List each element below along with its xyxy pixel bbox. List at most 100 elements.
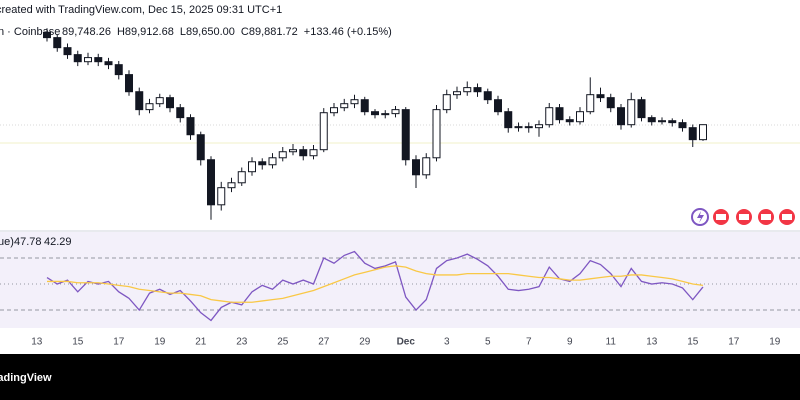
rsi-panel <box>0 232 800 328</box>
candle-body <box>545 107 554 126</box>
x-tick-label: 29 <box>359 337 371 348</box>
x-tick-label: 3 <box>444 337 450 348</box>
candle-body <box>289 149 297 153</box>
candle-body <box>504 111 513 129</box>
indicator-value: 47.78 <box>14 236 42 248</box>
candle-body <box>371 111 379 116</box>
candle-body <box>401 109 410 161</box>
candle-body <box>627 99 636 126</box>
candle-body <box>699 124 707 141</box>
candle-body <box>586 94 595 113</box>
x-tick-label: 13 <box>646 337 658 348</box>
candle-body <box>125 74 133 93</box>
logo: TradingView <box>0 372 52 384</box>
indicator-value: 42.29 <box>44 236 72 248</box>
candle-body <box>494 99 502 113</box>
x-tick-label: 7 <box>526 337 532 348</box>
candle-body <box>535 124 543 129</box>
ohlc-label: 89,748.26 <box>62 26 111 38</box>
candle-body <box>596 94 605 99</box>
x-tick-label: 13 <box>31 337 43 348</box>
icon <box>716 214 726 220</box>
indicator-label: ue) <box>0 236 14 248</box>
ohlc-label: +133.46 (+0.15%) <box>304 26 392 38</box>
x-tick-label: 19 <box>154 337 166 348</box>
icon <box>697 211 704 223</box>
x-tick-label: Dec <box>397 337 416 348</box>
ohlc-label: H89,912.68 <box>117 26 174 38</box>
candle-body <box>617 107 625 126</box>
candle-body <box>278 151 287 159</box>
candle-body <box>668 120 677 124</box>
candle-body <box>73 54 82 63</box>
candle-body <box>299 149 308 157</box>
candle-body <box>463 87 472 93</box>
candle-body <box>555 107 564 121</box>
candle-body <box>637 99 646 119</box>
footer <box>0 354 800 400</box>
x-tick-label: 5 <box>485 337 491 348</box>
x-tick-label: 17 <box>728 337 740 348</box>
event-icons <box>691 208 795 226</box>
candle-body <box>422 157 431 176</box>
candle-body <box>688 127 697 141</box>
candle-body <box>360 99 369 113</box>
candle-body <box>442 94 451 111</box>
candle-body <box>658 120 666 123</box>
candle-body <box>53 37 62 49</box>
candle-body <box>135 91 144 111</box>
candle-body <box>319 112 328 151</box>
candle-body <box>84 57 92 63</box>
icon <box>782 214 792 220</box>
x-tick-label: 15 <box>72 337 84 348</box>
candle-body <box>104 61 113 66</box>
x-tick-label: 19 <box>769 337 781 348</box>
candle-body <box>155 97 164 105</box>
ohlc-label: L89,650.00 <box>180 26 235 38</box>
candle-body <box>166 97 174 109</box>
icon <box>739 214 749 220</box>
x-tick-label: 27 <box>318 337 330 348</box>
candle-body <box>176 107 185 119</box>
candle-body <box>565 119 574 123</box>
candle-body <box>248 161 256 173</box>
candle-body <box>647 117 656 123</box>
candle-body <box>309 149 318 157</box>
candle-body <box>350 99 359 105</box>
candle-body <box>514 126 523 129</box>
icon <box>761 214 771 220</box>
candle-body <box>145 103 154 111</box>
candle-body <box>186 117 195 136</box>
candle-body <box>432 109 441 159</box>
candle-body <box>340 103 349 109</box>
candle-body <box>483 91 492 101</box>
candle-body <box>207 159 215 206</box>
candle-body <box>473 87 482 93</box>
ohlc-label: C89,881.72 <box>241 26 298 38</box>
candle-body <box>391 109 400 115</box>
candle-body <box>412 159 420 176</box>
x-tick-label: 17 <box>113 337 125 348</box>
candle-body <box>63 47 72 56</box>
candle-body <box>196 134 205 161</box>
symbol-label: n · Coinbase <box>0 26 60 38</box>
candle-body <box>237 171 246 184</box>
indicator-line <box>46 250 704 322</box>
candle-body <box>606 97 615 109</box>
watermark-text: created with TradingView.com, Dec 15, 20… <box>0 4 282 16</box>
candle-body <box>114 64 123 76</box>
candle-body <box>258 161 267 166</box>
candle-body <box>227 182 236 189</box>
x-tick-label: 11 <box>606 337 617 348</box>
x-tick-label: 21 <box>195 337 207 348</box>
candle-body <box>217 187 226 206</box>
candle-body <box>94 57 103 63</box>
candle-body <box>678 122 687 129</box>
indicator-line <box>47 265 704 303</box>
x-tick-label: 9 <box>567 337 573 348</box>
candle-body <box>453 91 461 96</box>
candle-body <box>330 107 338 114</box>
x-tick-label: 25 <box>277 337 289 348</box>
